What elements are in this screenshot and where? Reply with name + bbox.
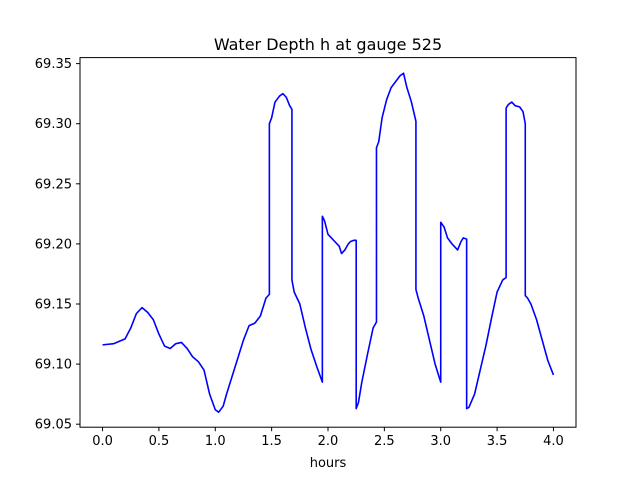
x-axis: 0.0 0.5 1.0 1.5 2.0 2.5 3.0 3.5 4.0 — [92, 427, 564, 449]
x-tick-label: 2.0 — [318, 434, 339, 449]
x-tick-label: 4.0 — [543, 434, 564, 449]
y-tick-label: 69.30 — [35, 117, 72, 132]
x-tick-label: 1.5 — [261, 434, 282, 449]
chart-title: Water Depth h at gauge 525 — [214, 35, 442, 54]
y-tick-label: 69.35 — [35, 57, 72, 72]
x-axis-label: hours — [310, 456, 347, 471]
y-axis: 69.05 69.10 69.15 69.20 69.25 69.30 69.35 — [35, 57, 80, 433]
y-tick-label: 69.05 — [35, 418, 72, 433]
y-tick-label: 69.20 — [35, 237, 72, 252]
y-tick-label: 69.10 — [35, 358, 72, 373]
x-tick-label: 1.0 — [205, 434, 226, 449]
x-tick-label: 0.5 — [149, 434, 170, 449]
plot-area — [102, 72, 555, 413]
x-tick-label: 3.5 — [487, 434, 508, 449]
x-tick-label: 2.5 — [374, 434, 395, 449]
x-tick-label: 0.0 — [92, 434, 113, 449]
y-tick-label: 69.25 — [35, 177, 72, 192]
y-tick-label: 69.15 — [35, 298, 72, 313]
x-tick-label: 3.0 — [430, 434, 451, 449]
series-line — [102, 72, 555, 413]
